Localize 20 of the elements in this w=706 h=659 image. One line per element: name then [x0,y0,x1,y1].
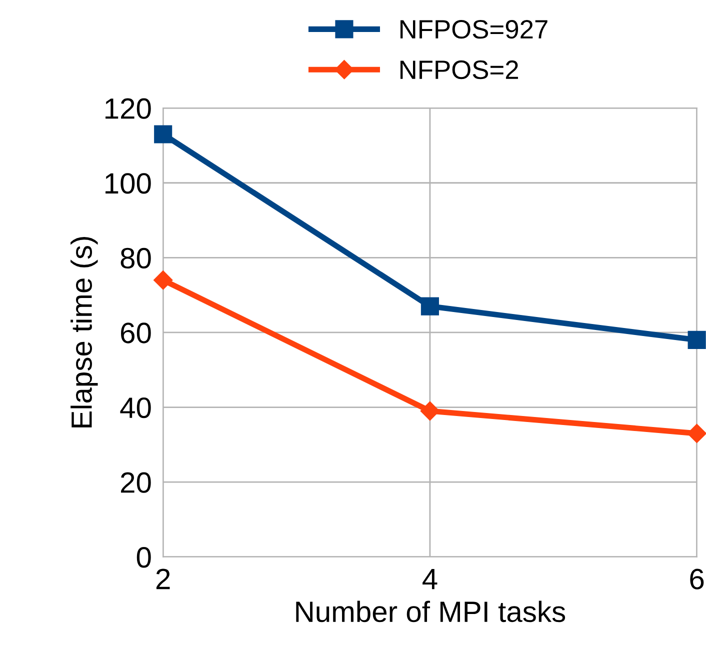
x-axis-title: Number of MPI tasks [296,600,566,622]
point [688,330,706,349]
y-axis-title: Elapse time (s) [70,237,98,428]
point [687,424,706,443]
x-tick-label: 2 [156,568,170,590]
y-tick-label: 100 [106,173,151,194]
x-tick-label: 6 [690,568,704,590]
y-tick-label: 80 [120,248,151,269]
legend-label: NFPOS=927 [400,20,548,39]
point [420,401,440,421]
point [154,125,172,144]
y-tick-label: 20 [121,472,151,493]
y-tick-label: 0 [136,547,151,568]
y-tick-label: 40 [120,397,151,418]
point [420,297,439,316]
y-tick-label: 120 [106,98,151,119]
x-tick-label: 4 [422,569,438,590]
legend-label: NFPOS=2 [400,60,518,80]
point [154,270,173,290]
y-tick-label: 60 [121,322,151,344]
